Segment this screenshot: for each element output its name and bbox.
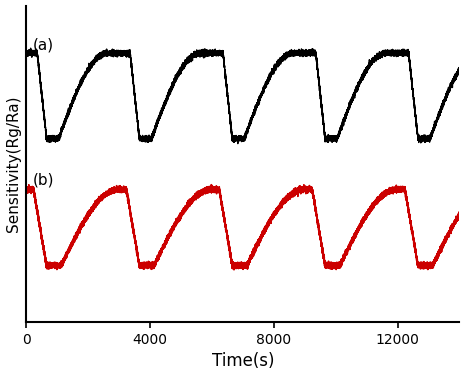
- X-axis label: Time(s): Time(s): [212, 352, 274, 370]
- Y-axis label: Sensitivity(Rg/Ra): Sensitivity(Rg/Ra): [6, 96, 20, 232]
- Text: (b): (b): [32, 173, 54, 188]
- Text: (a): (a): [32, 38, 53, 53]
